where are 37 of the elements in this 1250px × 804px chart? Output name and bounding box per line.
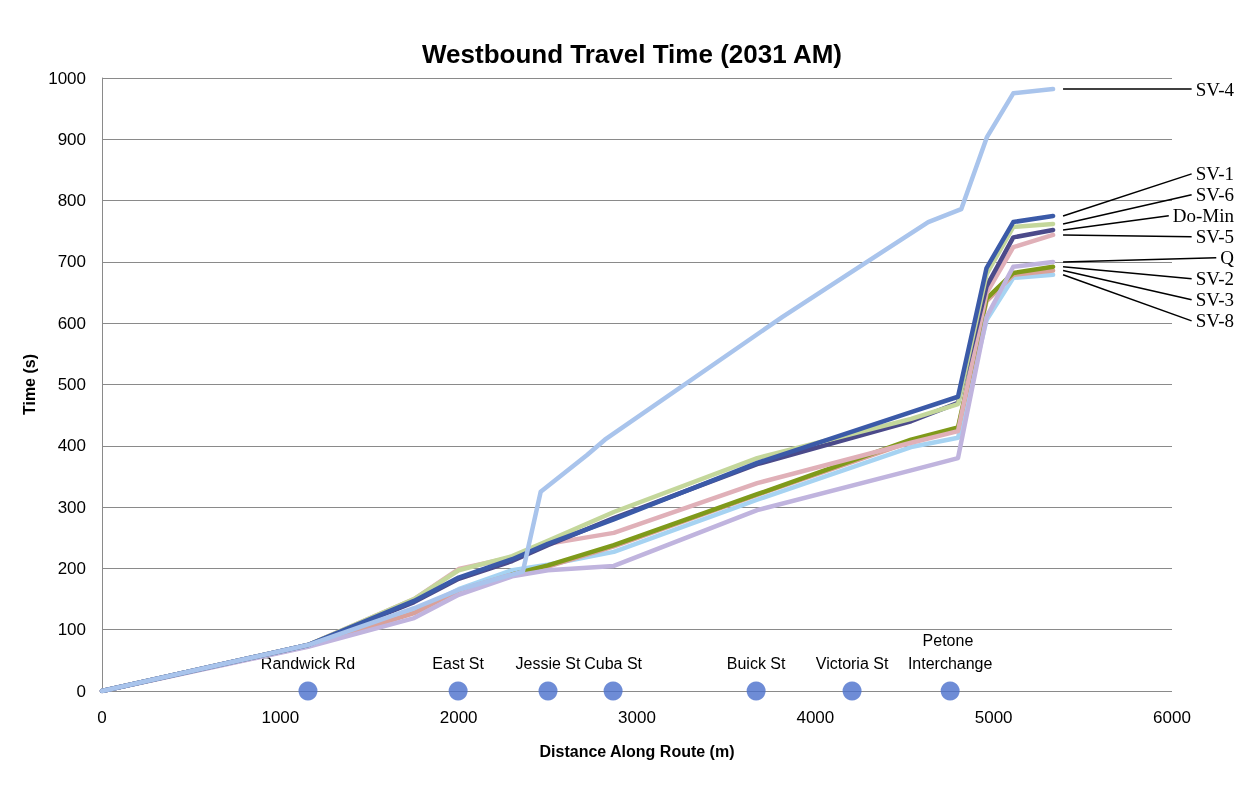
text: SV-1 — [1195, 163, 1234, 185]
x-tick-label: 0 — [97, 708, 107, 727]
annotation: Buick St — [726, 655, 787, 672]
x-tick-label: 4000 — [796, 708, 835, 727]
chart-title: Westbound Travel Time (2031 AM) — [422, 39, 842, 69]
y-tick-label: 700 — [57, 252, 86, 272]
y-tick-label: 900 — [57, 129, 86, 149]
annotation: Cuba St — [584, 655, 643, 672]
y-tick-label: 600 — [57, 313, 86, 333]
text: SV-4 — [1195, 78, 1235, 100]
y-tick-label: 400 — [57, 436, 86, 456]
text: Do-Min — [1172, 205, 1235, 227]
text: Q — [1220, 247, 1235, 269]
annotation: Victoria St — [815, 655, 889, 672]
text: SV-3 — [1195, 289, 1234, 311]
x-tick-label: 6000 — [1153, 708, 1191, 727]
x-tick-label: 2000 — [439, 708, 478, 727]
text: SV-2 — [1195, 268, 1234, 290]
annotation: Jessie St — [515, 655, 582, 672]
annotation: Petone Interchange — [907, 632, 993, 672]
x-tick-label: 5000 — [974, 708, 1013, 727]
y-axis-title: Time (s) — [20, 353, 38, 416]
text: SV-5 — [1195, 226, 1234, 248]
x-tick-label: 3000 — [618, 708, 656, 727]
text: SV-6 — [1195, 184, 1234, 206]
text: SV-8 — [1195, 310, 1234, 332]
x-axis-title: Distance Along Route (m) — [539, 742, 735, 760]
annotation: Randwick Rd — [260, 655, 356, 672]
x-tick-label: 1000 — [261, 708, 300, 727]
y-tick-label: 300 — [57, 497, 86, 517]
y-tick-label: 1000 — [48, 68, 86, 88]
y-tick-label: 500 — [57, 375, 86, 394]
y-tick-label: 200 — [57, 558, 86, 578]
y-tick-label: 100 — [57, 620, 86, 640]
y-tick-label: 800 — [57, 191, 86, 211]
annotation: East St — [432, 655, 485, 672]
y-tick-label: 0 — [76, 681, 86, 701]
